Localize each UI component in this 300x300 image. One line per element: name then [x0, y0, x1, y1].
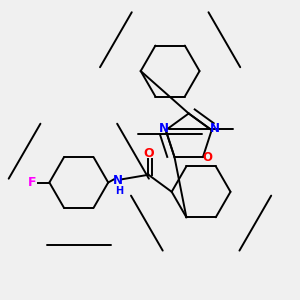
- Text: F: F: [28, 176, 37, 189]
- Text: H: H: [115, 186, 123, 196]
- Text: N: N: [210, 122, 220, 135]
- Text: O: O: [202, 151, 212, 164]
- Text: N: N: [112, 175, 122, 188]
- Text: N: N: [159, 122, 169, 135]
- Text: O: O: [143, 147, 154, 160]
